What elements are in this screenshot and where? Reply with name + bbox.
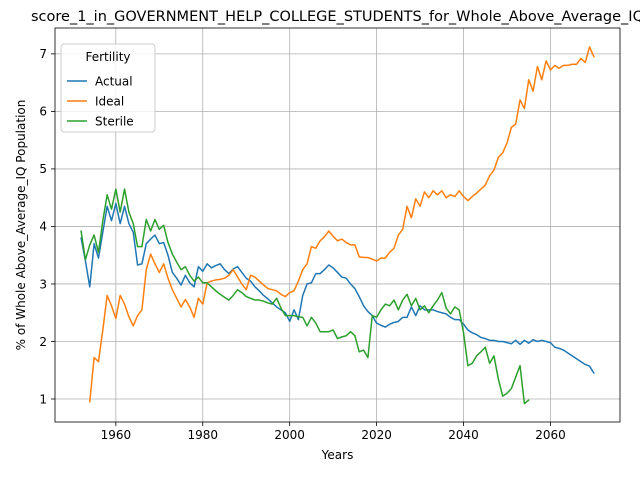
chart-title: score_1_in_GOVERNMENT_HELP_COLLEGE_STUDE…: [31, 9, 640, 25]
legend-entries: Actual Ideal Sterile: [67, 74, 134, 128]
x-tick-label: 2040: [448, 428, 479, 442]
series-line-ideal: [89, 46, 595, 403]
x-tick-label: 1980: [187, 428, 218, 442]
legend-label-ideal: Ideal: [95, 94, 124, 108]
y-tick-label: 2: [39, 335, 47, 349]
y-tick-label: 6: [39, 105, 47, 119]
y-tick-label: 5: [39, 162, 47, 176]
y-tick-label: 7: [39, 47, 47, 61]
series-lines: [80, 46, 595, 405]
series-line-actual: [80, 202, 595, 374]
y-axis-label: % of Whole Above_Average_IQ Population: [14, 100, 28, 351]
y-tick-label: 3: [39, 277, 47, 291]
x-axis-ticks: 1960 1980 2000 2020 2040 2060: [101, 422, 566, 442]
legend-box: [60, 43, 156, 133]
legend-label-sterile: Sterile: [95, 114, 134, 128]
x-tick-label: 2020: [361, 428, 392, 442]
y-tick-label: 4: [39, 220, 47, 234]
x-tick-label: 2060: [535, 428, 566, 442]
y-axis-ticks: 1 2 3 4 5 6 7: [39, 47, 55, 406]
series-line-sterile: [80, 188, 530, 405]
legend-label-actual: Actual: [95, 74, 133, 88]
x-tick-label: 2000: [274, 428, 305, 442]
legend: Fertility Actual Ideal Sterile: [60, 43, 156, 133]
x-tick-label: 1960: [101, 428, 132, 442]
plot-area-frame: [54, 27, 621, 423]
y-tick-label: 1: [39, 392, 47, 406]
legend-title: Fertility: [85, 50, 130, 64]
x-axis-label: Years: [321, 448, 354, 462]
